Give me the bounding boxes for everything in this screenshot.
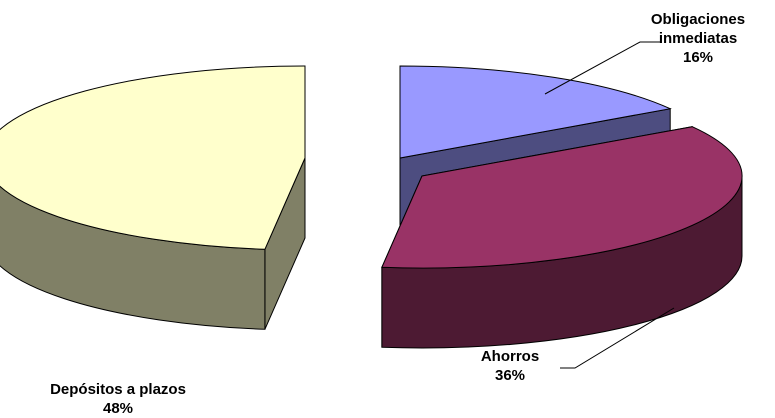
leader-lines bbox=[544, 41, 675, 369]
label-obligaciones-line1: Obligaciones bbox=[650, 11, 746, 28]
label-obligaciones-line2: inmediatas bbox=[658, 30, 738, 47]
leader-line-ahorros bbox=[560, 307, 675, 369]
label-obligaciones: Obligaciones inmediatas 16% bbox=[628, 10, 768, 67]
label-ahorros-value: 36% bbox=[494, 367, 526, 384]
slice-ahorros bbox=[381, 126, 743, 349]
label-ahorros: Ahorros 36% bbox=[455, 347, 565, 385]
label-depositos: Depósitos a plazos 48% bbox=[18, 380, 218, 418]
slice-ahorros-top bbox=[381, 126, 743, 269]
label-depositos-name: Depósitos a plazos bbox=[50, 381, 186, 398]
label-ahorros-name: Ahorros bbox=[480, 348, 540, 365]
slice-depositos-a-plazos-top bbox=[0, 65, 306, 250]
label-depositos-value: 48% bbox=[102, 400, 134, 417]
slice-obligaciones-inmediatas-top bbox=[399, 65, 672, 159]
leader-line-obligaciones bbox=[544, 41, 660, 95]
label-obligaciones-value: 16% bbox=[682, 49, 714, 66]
slice-depositos-a-plazos bbox=[0, 65, 306, 330]
pie-body bbox=[0, 65, 743, 349]
